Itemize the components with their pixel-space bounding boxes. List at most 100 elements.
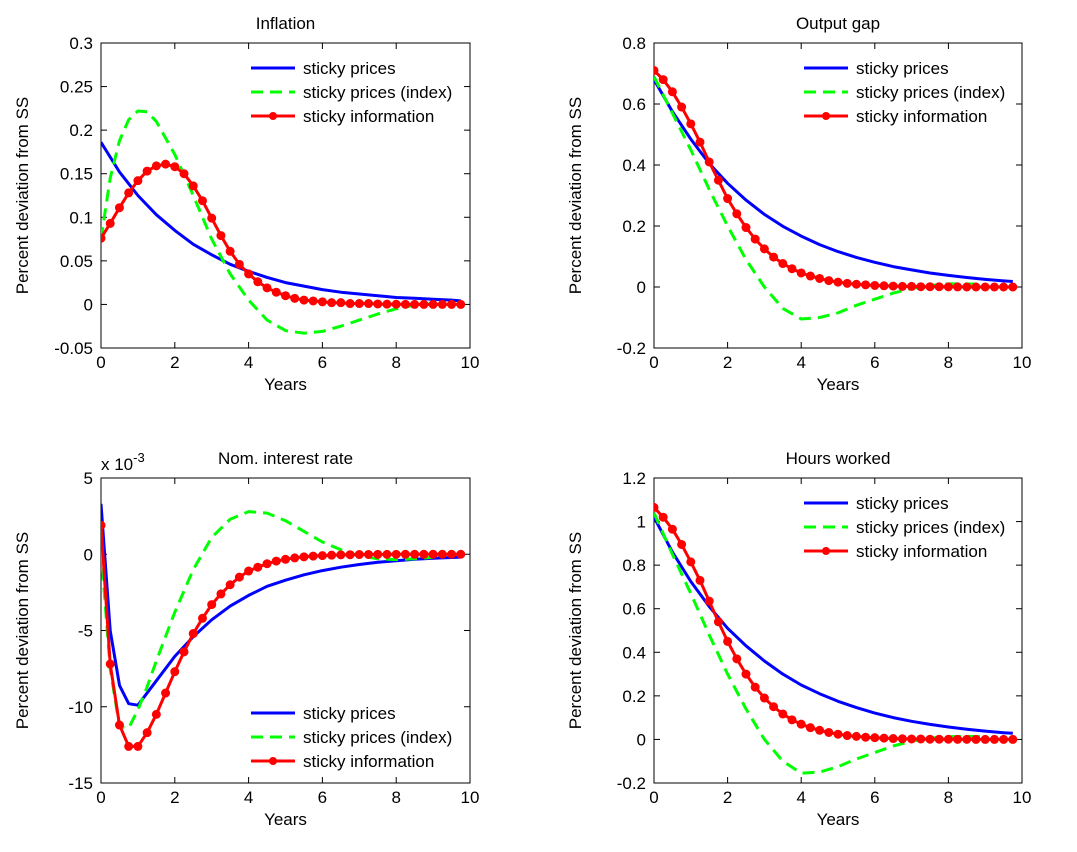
series-point [188, 181, 198, 191]
series-point [870, 733, 880, 743]
series-point [447, 299, 457, 309]
series-point [437, 549, 447, 559]
series-point [861, 732, 871, 742]
series-point [759, 244, 769, 254]
series-line-2 [101, 162, 461, 306]
legend-marker [822, 112, 830, 120]
x-tick-label: 4 [244, 788, 253, 807]
series-point [244, 269, 254, 279]
series-point [842, 278, 852, 288]
series-point [815, 725, 825, 735]
series-point [971, 282, 981, 292]
y-tick-label: 0.6 [622, 95, 646, 114]
series-point [419, 299, 429, 309]
series-point [410, 549, 420, 559]
legend-marker [269, 112, 277, 120]
series-point [382, 549, 392, 559]
series-point [124, 188, 134, 198]
series-point [888, 734, 898, 744]
series-point [778, 259, 788, 269]
series-point [234, 572, 244, 582]
legend-label-2: sticky information [303, 107, 434, 126]
series-point [1008, 282, 1018, 292]
series-point [271, 556, 281, 566]
series-point [105, 659, 115, 669]
series-line-2 [654, 506, 1013, 741]
y-tick-label: -10 [68, 698, 93, 717]
x-tick-label: 0 [96, 788, 105, 807]
legend-label-2: sticky information [856, 542, 987, 561]
series-point [345, 550, 355, 560]
y-tick-label: -5 [78, 622, 93, 641]
series-point [142, 728, 152, 738]
y-tick-label: 0.2 [622, 687, 646, 706]
legend-label-1: sticky prices (index) [303, 83, 452, 102]
y-axis-label: Percent deviation from SS [566, 532, 585, 729]
legend-label-1: sticky prices (index) [856, 83, 1005, 102]
series-point [861, 280, 871, 290]
y-tick-label: -0.2 [617, 339, 646, 358]
series-point [124, 741, 134, 751]
x-tick-label: 8 [944, 788, 953, 807]
series-point [105, 218, 115, 228]
y-tick-label: 0.4 [622, 156, 646, 175]
series-point [695, 575, 705, 585]
series-point [373, 299, 383, 309]
series-point [133, 741, 143, 751]
series-point [907, 281, 917, 291]
series-point [851, 731, 861, 741]
series-point [364, 299, 374, 309]
series-point [101, 520, 106, 530]
legend: sticky prices sticky prices (index) sticky… [251, 704, 452, 771]
series-point [133, 176, 143, 186]
x-tick-label: 8 [944, 353, 953, 372]
plot-area [654, 502, 1018, 775]
series-point [234, 259, 244, 269]
series-point [787, 264, 797, 274]
series-point [723, 636, 733, 646]
x-tick-label: 0 [96, 353, 105, 372]
x-tick-label: 10 [1013, 788, 1032, 807]
legend-marker [822, 547, 830, 555]
series-point [151, 161, 161, 171]
series-point [805, 723, 815, 733]
series-point [253, 277, 263, 287]
x-tick-label: 4 [796, 788, 805, 807]
x-tick-label: 6 [318, 788, 327, 807]
legend-label-0: sticky prices [303, 59, 396, 78]
series-line-2 [654, 69, 1013, 289]
y-tick-label: -15 [68, 774, 93, 793]
series-point [686, 557, 696, 567]
series-point [170, 667, 180, 677]
series-point [382, 299, 392, 309]
series-point [114, 203, 124, 213]
series-point [317, 551, 327, 561]
series-point [842, 731, 852, 741]
series-point [658, 512, 668, 522]
x-tick-label: 2 [170, 353, 179, 372]
x-tick-label: 2 [170, 788, 179, 807]
series-point [759, 693, 769, 703]
legend: sticky prices sticky prices (index) sticky… [251, 59, 452, 126]
series-point [796, 268, 806, 278]
series-point [870, 280, 880, 290]
x-tick-label: 10 [461, 788, 480, 807]
x-tick-label: 10 [1013, 353, 1032, 372]
series-point [815, 273, 825, 283]
series-point [317, 297, 327, 307]
series-point [999, 734, 1009, 744]
y-tick-label: 0.8 [622, 34, 646, 53]
series-point [654, 502, 659, 512]
axes-box [653, 42, 1023, 349]
x-axis-label: Years [817, 375, 860, 394]
series-point [1008, 734, 1018, 744]
y-tick-label: 0.3 [69, 34, 93, 53]
series-point [796, 719, 806, 729]
series-point [336, 550, 346, 560]
x-tick-label: 0 [649, 788, 658, 807]
series-point [907, 734, 917, 744]
series-point [281, 554, 290, 564]
series-point [916, 734, 926, 744]
